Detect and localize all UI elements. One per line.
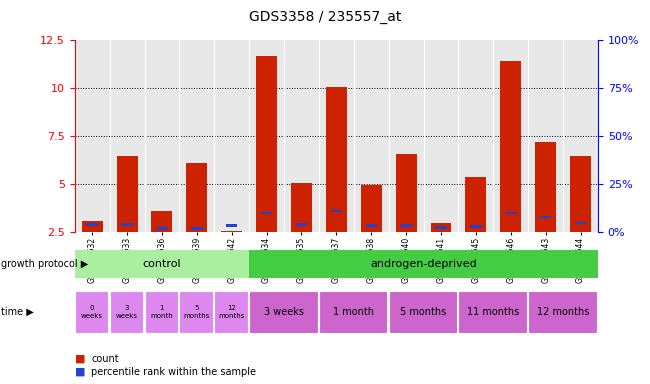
Text: count: count [91, 354, 119, 364]
Bar [535, 142, 556, 232]
Bar [540, 216, 551, 218]
Bar [396, 154, 417, 232]
Bar [505, 212, 517, 214]
Text: androgen-deprived: androgen-deprived [370, 259, 477, 269]
Bar [389, 291, 457, 333]
Bar [179, 291, 213, 333]
Bar [214, 291, 248, 333]
Bar [470, 225, 482, 228]
Bar [291, 184, 312, 232]
Text: 5
months: 5 months [184, 306, 210, 318]
Text: ■: ■ [75, 354, 85, 364]
Text: 3
weeks: 3 weeks [116, 306, 138, 318]
Bar [361, 185, 382, 232]
Bar [75, 250, 249, 278]
Bar [430, 223, 452, 232]
Bar [116, 156, 138, 232]
Text: 11 months: 11 months [467, 307, 519, 317]
Bar [436, 227, 447, 229]
Bar [319, 291, 387, 333]
Bar [365, 224, 377, 227]
Bar [326, 87, 347, 232]
Text: time ▶: time ▶ [1, 307, 34, 317]
Bar [256, 56, 277, 232]
Bar [500, 61, 521, 232]
Bar [151, 211, 172, 232]
Bar [528, 291, 597, 333]
Bar [226, 224, 237, 227]
Text: 12
months: 12 months [218, 306, 245, 318]
Bar [575, 222, 586, 224]
Text: GDS3358 / 235557_at: GDS3358 / 235557_at [249, 10, 401, 23]
Bar [82, 221, 103, 232]
Text: 1 month: 1 month [333, 307, 374, 317]
Bar [86, 223, 98, 226]
Bar [261, 212, 272, 214]
Bar [400, 224, 412, 227]
Bar [458, 291, 527, 333]
Text: ■: ■ [75, 367, 85, 377]
Bar [191, 227, 203, 230]
Text: 3 weeks: 3 weeks [264, 307, 304, 317]
Bar [331, 210, 342, 212]
Bar [465, 177, 486, 232]
Bar [570, 156, 591, 232]
Text: control: control [142, 259, 181, 269]
Bar [144, 291, 178, 333]
Bar [296, 223, 307, 226]
Text: growth protocol ▶: growth protocol ▶ [1, 259, 88, 269]
Bar [221, 231, 242, 232]
Bar [187, 163, 207, 232]
Bar [249, 250, 598, 278]
Text: 12 months: 12 months [537, 307, 590, 317]
Bar [156, 227, 168, 230]
Text: 5 months: 5 months [400, 307, 447, 317]
Text: 1
month: 1 month [151, 306, 174, 318]
Bar [122, 223, 133, 226]
Bar [110, 291, 143, 333]
Bar [75, 291, 109, 333]
Text: 0
weeks: 0 weeks [81, 306, 103, 318]
Bar [249, 291, 318, 333]
Text: percentile rank within the sample: percentile rank within the sample [91, 367, 256, 377]
